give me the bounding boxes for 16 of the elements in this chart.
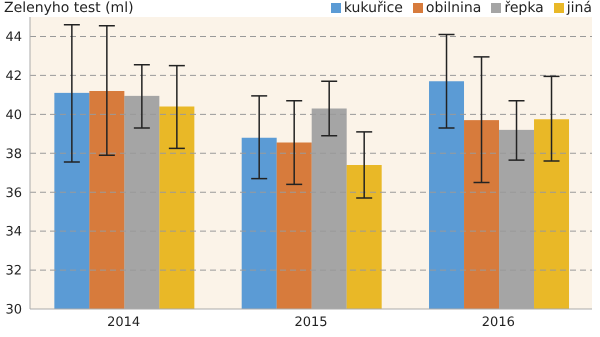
x-tick-label: 2014 <box>107 315 140 330</box>
legend-label: kukuřice <box>344 0 403 16</box>
x-tick-label: 2015 <box>294 315 328 330</box>
y-tick-label: 44 <box>5 30 22 46</box>
y-axis-title: Zelenyho test (ml) <box>4 0 134 16</box>
y-tick-label: 40 <box>5 108 22 123</box>
legend-label: obilnina <box>426 0 482 16</box>
x-tick-label: 2016 <box>482 315 515 330</box>
legend-label: řepka <box>504 0 544 16</box>
y-tick-label: 34 <box>5 224 22 240</box>
y-tick-label: 30 <box>5 302 22 318</box>
y-tick-label: 36 <box>5 186 22 201</box>
y-tick-label: 38 <box>5 146 22 162</box>
legend-label: jiná <box>566 0 592 16</box>
y-tick-label: 42 <box>5 69 22 84</box>
y-tick-label: 32 <box>5 264 22 279</box>
